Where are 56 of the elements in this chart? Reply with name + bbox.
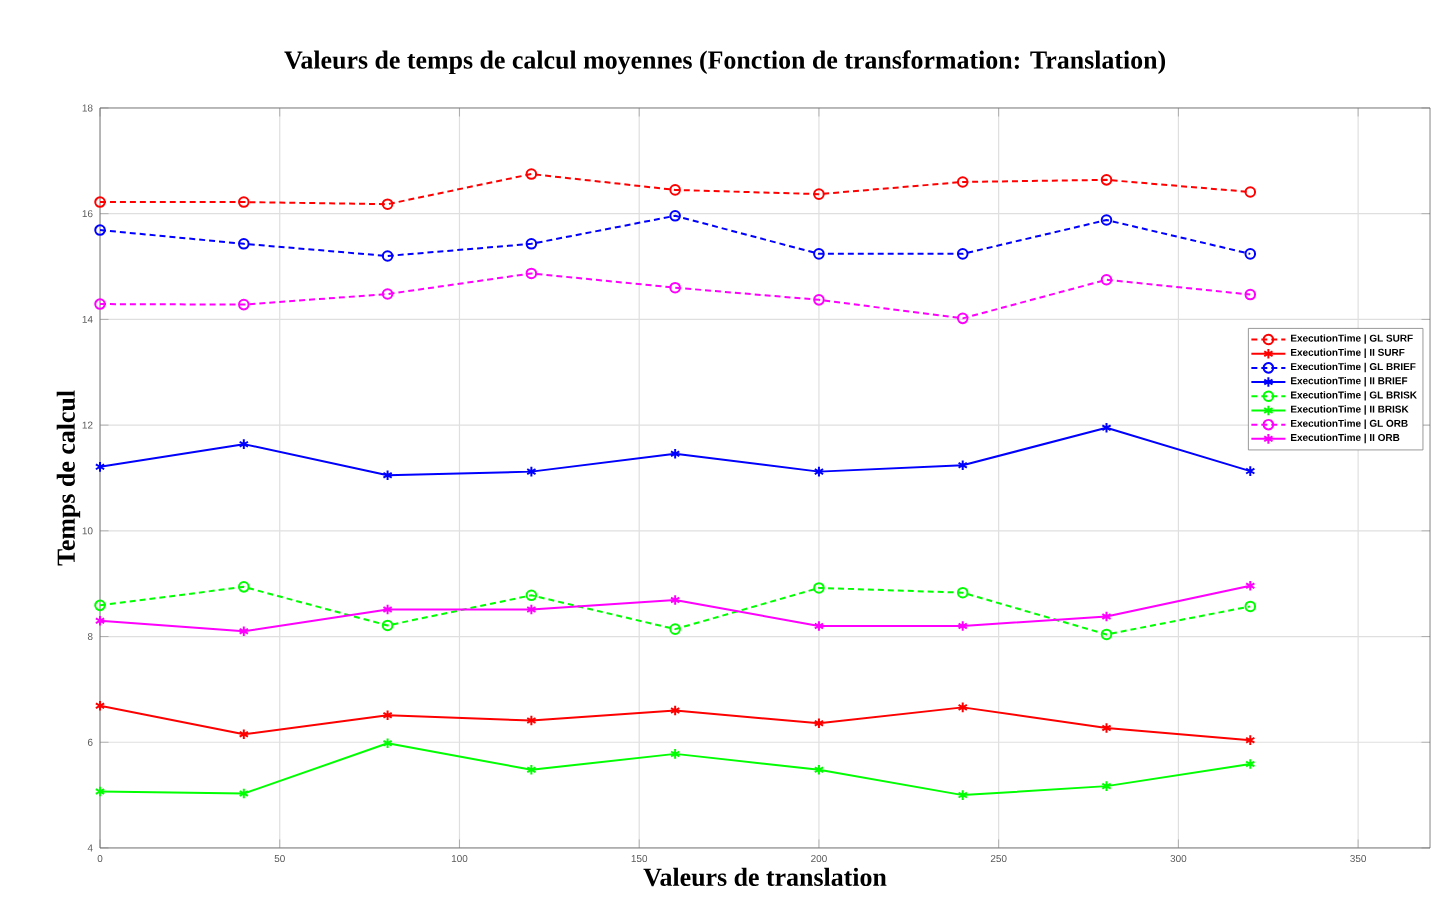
point — [525, 238, 538, 250]
point — [957, 620, 968, 632]
point — [670, 748, 681, 760]
point — [669, 281, 681, 294]
point — [1101, 780, 1112, 792]
point — [956, 586, 969, 599]
point — [381, 198, 394, 210]
point — [526, 714, 537, 727]
point — [94, 224, 106, 236]
point — [525, 267, 538, 280]
point — [956, 176, 969, 188]
point — [238, 787, 249, 800]
point — [381, 288, 394, 300]
point — [1244, 248, 1257, 260]
point — [94, 298, 106, 310]
y-axis-title: Temps de calcul — [56, 390, 81, 566]
point — [382, 603, 393, 616]
point — [1244, 288, 1257, 301]
point — [525, 168, 538, 180]
point — [813, 248, 825, 260]
point — [381, 619, 394, 632]
x-axis-title: Valeurs de translation — [643, 867, 887, 887]
point — [669, 184, 681, 196]
point — [238, 238, 250, 250]
point — [526, 465, 537, 478]
point — [957, 789, 968, 801]
point — [957, 701, 968, 714]
point — [1100, 628, 1113, 641]
point — [669, 623, 681, 635]
point — [1100, 174, 1113, 186]
point — [525, 589, 538, 602]
point — [381, 250, 394, 262]
point — [1100, 273, 1113, 286]
chart-title: Valeurs de temps de calcul moyennes (Fonction de transformation: Translation) — [284, 50, 1166, 75]
point — [956, 248, 969, 260]
point — [670, 704, 681, 717]
point — [238, 581, 250, 593]
point — [238, 196, 250, 208]
point — [1100, 214, 1113, 226]
point — [526, 603, 537, 616]
point — [238, 298, 250, 311]
point — [94, 196, 106, 208]
point — [669, 210, 681, 222]
point — [1101, 722, 1112, 734]
point — [238, 438, 249, 450]
point — [813, 582, 825, 594]
point — [1244, 600, 1257, 613]
point — [813, 294, 825, 306]
point — [813, 188, 825, 200]
point — [670, 594, 681, 606]
point — [1244, 186, 1257, 198]
point — [813, 465, 825, 478]
point — [94, 599, 106, 612]
point — [813, 620, 825, 632]
point — [956, 312, 969, 325]
point — [1101, 610, 1112, 623]
